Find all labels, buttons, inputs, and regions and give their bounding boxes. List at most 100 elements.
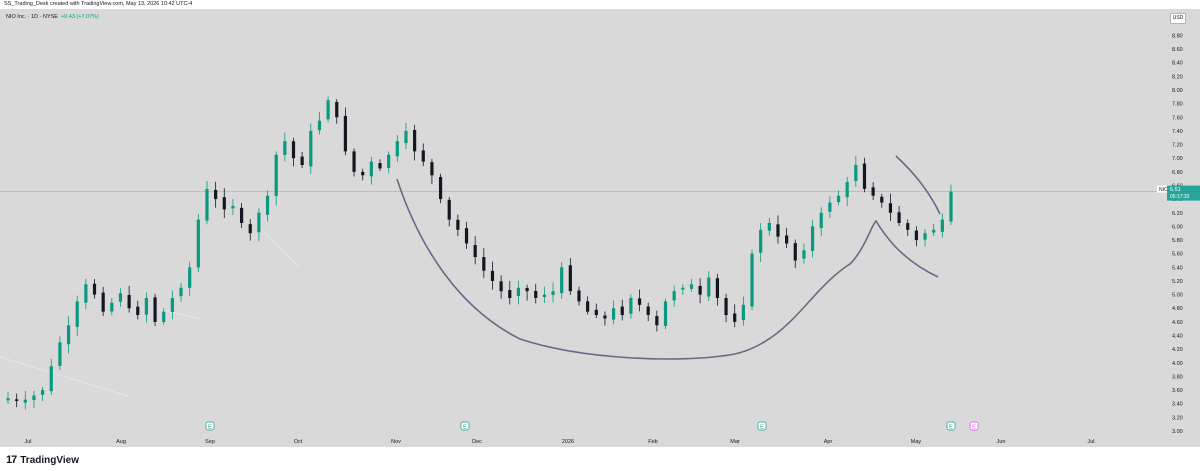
candle-body [179, 287, 183, 297]
candle-body [84, 284, 88, 303]
candle-body [594, 309, 598, 316]
tradingview-logo-icon: 17 [6, 454, 17, 466]
tradingview-brand[interactable]: 17 TradingView [6, 454, 79, 466]
candle-body [707, 277, 711, 297]
candle-body [551, 291, 555, 295]
candle-body [932, 229, 936, 233]
marker-label: E [760, 425, 764, 431]
candle-body [283, 141, 287, 155]
candle-body [681, 287, 685, 290]
candle-body [309, 130, 313, 167]
y-tick-label: 5.60 [1172, 252, 1183, 258]
symbol-legend[interactable]: NIO Inc. · 1D · NYSE +0.43 (+7.07%) [6, 14, 99, 20]
y-tick-label: 3.40 [1172, 402, 1183, 408]
x-tick-label: Apr [824, 439, 833, 445]
candle-body [516, 287, 521, 297]
candle-body [404, 130, 408, 144]
candle-body [464, 228, 469, 244]
candle-body [637, 298, 642, 305]
candle-body [110, 302, 114, 312]
candle-body [239, 207, 244, 223]
candle-body [222, 197, 226, 210]
y-tick-label: 7.40 [1172, 129, 1183, 135]
candle-body [750, 253, 754, 307]
candle-body [162, 311, 166, 323]
candle-body [940, 219, 944, 232]
candle-body [75, 301, 79, 327]
candle-body [317, 120, 322, 131]
y-tick-label: 4.20 [1172, 347, 1183, 353]
cup-curve [396, 178, 939, 360]
candle-body [136, 306, 140, 316]
candle-body [15, 399, 19, 401]
earnings-marker[interactable]: E [946, 421, 956, 431]
trendline [249, 216, 299, 267]
x-tick-label: May [911, 439, 922, 445]
candle-body [923, 233, 927, 240]
candle-body [508, 290, 512, 299]
last-price-box [1167, 185, 1200, 201]
candle-body [906, 223, 910, 230]
candle-body [854, 165, 858, 182]
y-tick-label: 8.40 [1172, 61, 1183, 67]
y-tick-label: 3.60 [1172, 388, 1183, 394]
candle-body [793, 243, 797, 261]
candle-body [871, 187, 875, 196]
y-tick-label: 7.80 [1172, 102, 1183, 108]
y-tick-label: 5.20 [1172, 279, 1183, 285]
candle-body [32, 395, 36, 400]
candle-body [214, 189, 218, 200]
y-tick-label: 8.20 [1172, 74, 1183, 80]
candle-body [352, 151, 356, 172]
candle-body [395, 141, 399, 157]
earnings-marker[interactable]: E [757, 421, 767, 431]
candle-body [248, 224, 252, 234]
candle-body [205, 188, 209, 221]
y-tick-label: 5.40 [1172, 265, 1183, 271]
x-tick-label: Aug [116, 439, 126, 445]
candle-body [724, 298, 728, 316]
candle-body [525, 288, 529, 292]
earnings-marker[interactable]: E [460, 421, 470, 431]
candle-body [534, 290, 538, 299]
candle-body [438, 176, 443, 200]
candle-body [836, 195, 841, 203]
price-axis[interactable]: 8.80 8.60 8.40 8.20 8.00 7.80 7.60 7.40 7.20 7.00… [1167, 9, 1200, 447]
price-chart-plot[interactable]: Jul Aug Sep Oct Nov Dec 2026 Feb Mar Apr May Jun Jul… [0, 9, 1167, 447]
candle-body [343, 115, 348, 152]
candle-body [482, 257, 486, 271]
marker-label: E [463, 425, 467, 431]
y-tick-label: 7.00 [1172, 156, 1183, 162]
candle-body [767, 222, 771, 231]
dividend-marker[interactable]: E [969, 421, 979, 431]
x-tick-label: Dec [472, 439, 482, 445]
candle-body [6, 398, 10, 401]
candle-body [845, 182, 849, 198]
marker-box [946, 421, 956, 431]
ticker-tag: NIO [1159, 187, 1167, 193]
y-tick-label: 8.60 [1172, 47, 1183, 53]
x-tick-label: Mar [730, 439, 740, 445]
candle-body [655, 316, 659, 326]
y-tick-label: 5.80 [1172, 238, 1183, 244]
y-tick-label: 4.80 [1172, 306, 1183, 312]
candle-body [542, 294, 546, 297]
y-tick-label: 8.80 [1172, 33, 1183, 39]
chart-frame[interactable]: Jul Aug Sep Oct Nov Dec 2026 Feb Mar Apr May Jun Jul… [0, 9, 1200, 447]
candle-body [646, 306, 650, 316]
candle-body [689, 284, 694, 289]
candle-body [153, 297, 157, 322]
candle-body [196, 219, 200, 268]
marker-label: E [949, 425, 953, 431]
candle-body [577, 290, 581, 302]
candle-body [421, 150, 425, 162]
currency-label[interactable]: USD [1170, 13, 1186, 24]
candle-body [663, 301, 668, 326]
candle-body [326, 100, 330, 120]
earnings-marker[interactable]: E [205, 421, 215, 431]
candle-body [499, 281, 503, 292]
candle-body [49, 366, 53, 392]
y-tick-label: 4.60 [1172, 320, 1183, 326]
trendline [157, 308, 201, 320]
marker-box [969, 421, 979, 431]
